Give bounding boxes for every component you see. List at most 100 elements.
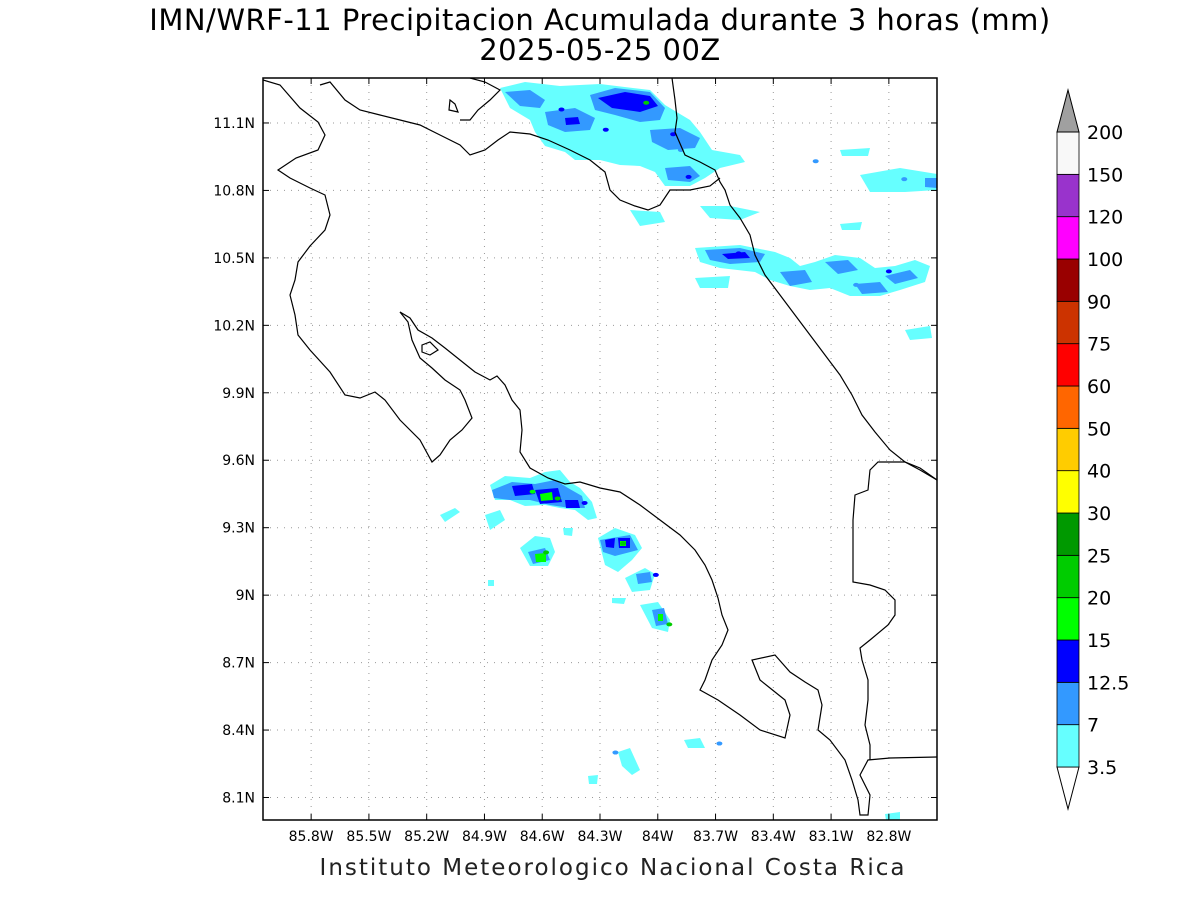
precip-area bbox=[695, 276, 730, 288]
precip-area bbox=[540, 492, 553, 501]
panama-border bbox=[852, 461, 937, 760]
precip-area bbox=[885, 270, 918, 284]
precip-area bbox=[505, 90, 545, 108]
x-tick-label: 84.3W bbox=[577, 829, 622, 845]
nicoya-gulf-shore bbox=[399, 311, 937, 816]
legend-swatch bbox=[1056, 681, 1080, 726]
x-tick-label: 83.7W bbox=[693, 829, 738, 845]
precip-area bbox=[925, 178, 937, 188]
precip-area bbox=[565, 117, 580, 125]
x-tick-label: 84W bbox=[642, 829, 674, 845]
legend-swatch bbox=[1056, 343, 1080, 387]
precip-area bbox=[512, 484, 535, 496]
y-tick-label: 11.1N bbox=[213, 116, 255, 132]
precip-area bbox=[488, 580, 494, 586]
precip-area bbox=[840, 222, 862, 230]
legend-swatch bbox=[1056, 173, 1080, 218]
lake-nicaragua-shore bbox=[263, 79, 473, 463]
legend-label: 25 bbox=[1087, 545, 1111, 567]
legend-swatch bbox=[1056, 554, 1080, 599]
precip-area bbox=[563, 528, 573, 536]
precip-area bbox=[905, 326, 932, 340]
precip-cell-core bbox=[643, 100, 650, 105]
map-timestamp: 2025-05-25 00Z bbox=[479, 33, 721, 67]
nicaragua-coast-north bbox=[460, 78, 501, 121]
legend-swatch bbox=[1056, 597, 1080, 641]
nicaragua-border bbox=[319, 81, 721, 211]
legend-swatch bbox=[1056, 131, 1080, 175]
precip-area bbox=[598, 92, 658, 112]
precip-area bbox=[565, 500, 580, 508]
precip-cell-core bbox=[581, 500, 588, 505]
y-tick-label: 9.9N bbox=[222, 386, 255, 402]
precip-area bbox=[636, 572, 652, 584]
x-tick-label: 83.1W bbox=[809, 829, 854, 845]
legend-swatch bbox=[1056, 470, 1080, 514]
precip-area bbox=[612, 598, 626, 604]
precip-cell-core bbox=[812, 159, 819, 164]
precip-area bbox=[684, 738, 705, 748]
precip-area bbox=[630, 210, 665, 226]
x-tick-label: 82.8W bbox=[866, 829, 911, 845]
precip-area bbox=[700, 206, 760, 220]
precip-area bbox=[860, 168, 937, 192]
legend-swatch bbox=[1056, 258, 1080, 302]
y-tick-label: 10.5N bbox=[213, 251, 255, 267]
precip-area bbox=[485, 510, 505, 530]
legend-swatch bbox=[1056, 385, 1080, 429]
y-tick-label: 9.3N bbox=[222, 521, 255, 537]
coastlines bbox=[263, 78, 937, 816]
y-tick-label: 10.8N bbox=[213, 183, 255, 199]
legend-swatch bbox=[1056, 724, 1080, 768]
precip-area bbox=[650, 128, 700, 150]
precip-cell-core bbox=[558, 107, 565, 112]
precip-area bbox=[825, 260, 858, 274]
legend-swatch bbox=[1056, 427, 1080, 472]
precip-area bbox=[840, 148, 870, 156]
legend-swatch bbox=[1056, 512, 1080, 556]
x-tick-label: 84.6W bbox=[520, 829, 565, 845]
legend-label: 75 bbox=[1087, 334, 1111, 356]
y-tick-label: 10.2N bbox=[213, 318, 255, 334]
precip-area bbox=[440, 508, 460, 522]
legend-label: 30 bbox=[1087, 503, 1111, 525]
lake-island bbox=[448, 98, 459, 113]
legend-label: 90 bbox=[1087, 291, 1111, 313]
legend-below-triangle bbox=[1056, 766, 1080, 811]
legend-label: 120 bbox=[1087, 207, 1123, 229]
legend-label: 40 bbox=[1087, 461, 1111, 483]
precip-cell-core bbox=[529, 489, 536, 494]
y-tick-label: 8.4N bbox=[222, 723, 255, 739]
precip-cell-core bbox=[735, 251, 742, 256]
legend-swatch bbox=[1056, 300, 1080, 345]
precip-cell-core bbox=[612, 750, 619, 755]
legend-label: 60 bbox=[1087, 376, 1111, 398]
x-tick-label: 85.2W bbox=[404, 829, 449, 845]
legend-label: 150 bbox=[1087, 164, 1123, 186]
y-tick-label: 9.6N bbox=[222, 453, 255, 469]
precip-cell-core bbox=[716, 741, 723, 746]
precip-cell-core bbox=[602, 127, 609, 132]
map-title: IMN/WRF-11 Precipitacion Acumulada duran… bbox=[149, 3, 1051, 37]
legend-label: 200 bbox=[1087, 122, 1123, 144]
precip-cell-core bbox=[652, 572, 659, 577]
legend-label: 100 bbox=[1087, 249, 1123, 271]
precip-cell-core bbox=[685, 174, 692, 179]
precip-area bbox=[618, 748, 640, 775]
x-tick-label: 84.9W bbox=[462, 829, 507, 845]
axis-ticks: 85.8W 85.5W 85.2W 84.9W 84.6W 84.3W 84W 83.7W 83… bbox=[213, 78, 937, 845]
precip-area bbox=[605, 538, 615, 548]
precip-area bbox=[665, 166, 700, 182]
precip-cell-core bbox=[554, 496, 561, 501]
precip-cell-core bbox=[853, 282, 860, 287]
legend-label: 12.5 bbox=[1087, 672, 1129, 694]
legend-swatch bbox=[1056, 216, 1080, 260]
legend-label: 15 bbox=[1087, 630, 1111, 652]
precip-cell-core bbox=[620, 541, 627, 546]
chira-island bbox=[421, 341, 439, 356]
color-legend: 3.5 7 12.5 15 20 25 30 40 50 60 75 90 100 120 150 200 bbox=[1056, 88, 1129, 811]
precip-area bbox=[535, 553, 546, 562]
x-tick-label: 83.4W bbox=[751, 829, 796, 845]
precipitation-field bbox=[440, 82, 937, 820]
